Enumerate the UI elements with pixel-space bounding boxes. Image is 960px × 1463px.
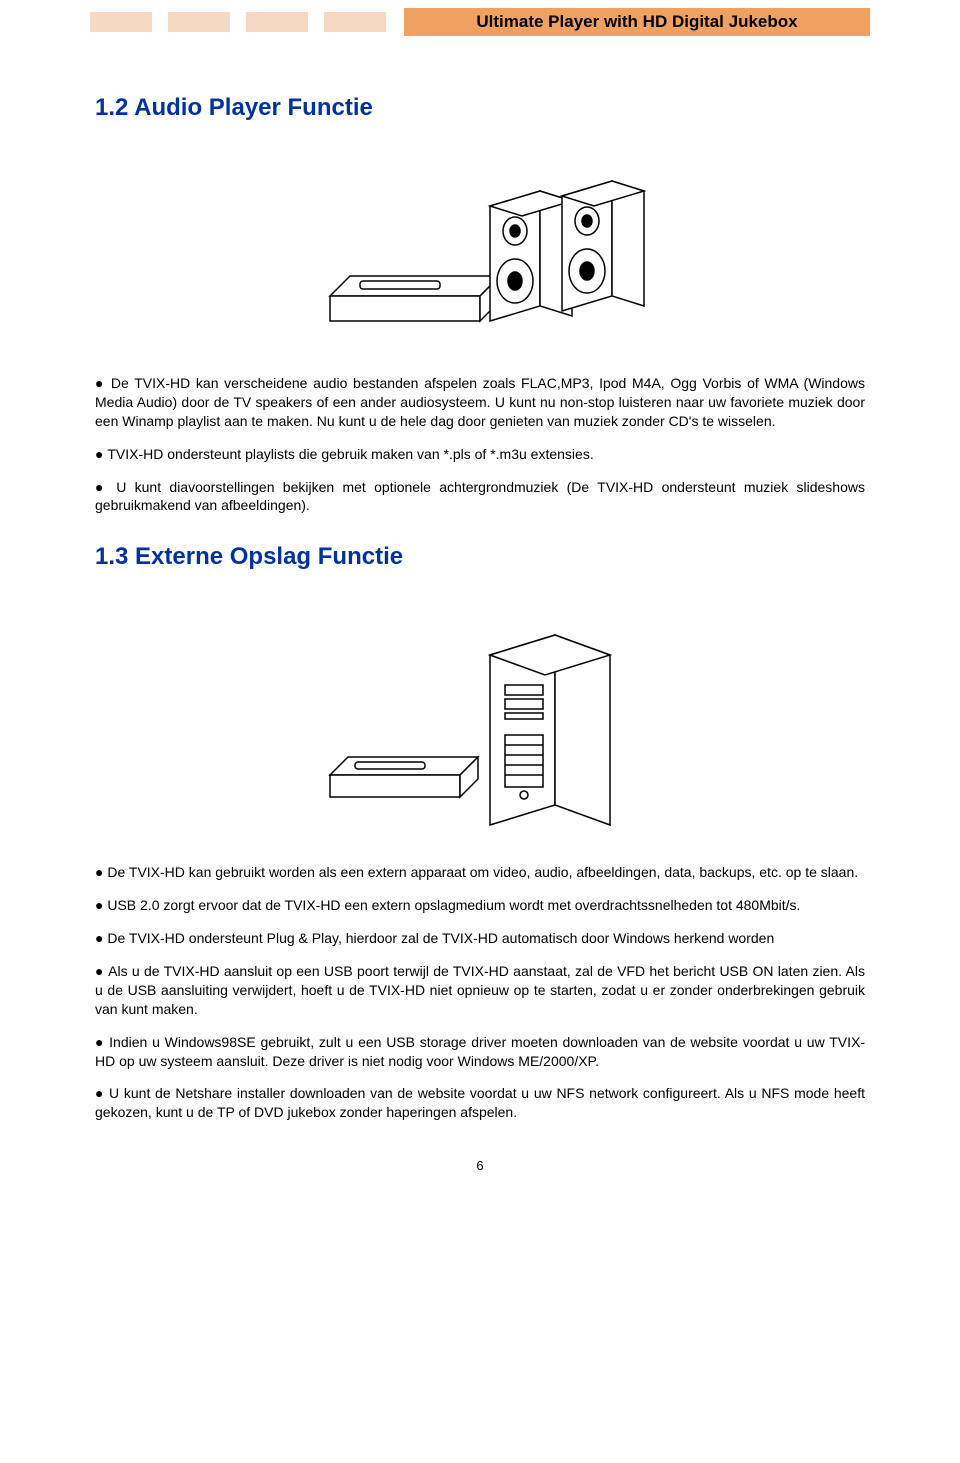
s13-para-2: USB 2.0 zorgt ervoor dat de TVIX-HD een … xyxy=(95,896,865,915)
section-1-3-heading: 1.3 Externe Opslag Functie xyxy=(95,543,865,571)
header-title: Ultimate Player with HD Digital Jukebox xyxy=(404,8,870,36)
section-1-2-heading: 1.2 Audio Player Functie xyxy=(95,94,865,122)
page-number: 6 xyxy=(95,1158,865,1173)
s12-para-2: TVIX-HD ondersteunt playlists die gebrui… xyxy=(95,445,865,464)
s13-para-4: Als u de TVIX-HD aansluit op een USB poo… xyxy=(95,962,865,1019)
s13-para-5: Indien u Windows98SE gebruikt, zult u ee… xyxy=(95,1033,865,1071)
header-block xyxy=(168,12,230,32)
s12-para-1: De TVIX-HD kan verscheidene audio bestan… xyxy=(95,374,865,431)
s13-para-3: De TVIX-HD ondersteunt Plug & Play, hier… xyxy=(95,929,865,948)
illustration-speakers xyxy=(95,146,865,346)
s12-para-3: U kunt diavoorstellingen bekijken met op… xyxy=(95,478,865,516)
header-block xyxy=(90,12,152,32)
header-decor-blocks xyxy=(90,12,386,32)
header-block xyxy=(246,12,308,32)
page-header: Ultimate Player with HD Digital Jukebox xyxy=(0,0,960,36)
s13-para-6: U kunt de Netshare installer downloaden … xyxy=(95,1084,865,1122)
illustration-pc-tower xyxy=(95,595,865,835)
s13-para-1: De TVIX-HD kan gebruikt worden als een e… xyxy=(95,863,865,882)
header-block xyxy=(324,12,386,32)
page-body: 1.2 Audio Player Functie xyxy=(0,36,960,1213)
